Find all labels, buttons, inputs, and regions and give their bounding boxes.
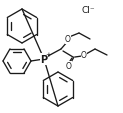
Text: O: O xyxy=(65,35,71,44)
Text: Cl⁻: Cl⁻ xyxy=(81,5,95,14)
Text: O: O xyxy=(66,62,72,71)
Text: O: O xyxy=(81,51,87,60)
Text: P: P xyxy=(40,54,48,64)
Text: +: + xyxy=(46,52,51,58)
